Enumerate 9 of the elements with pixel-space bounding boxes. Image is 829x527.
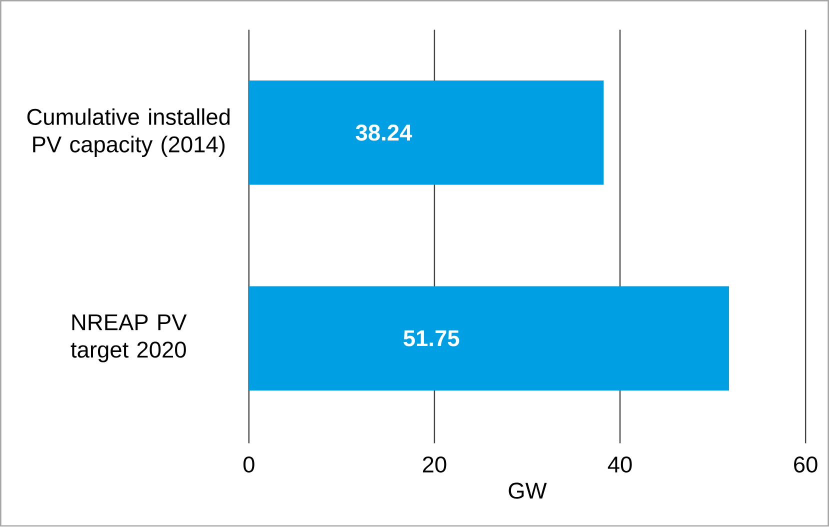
x-tick-label: 20 bbox=[422, 456, 446, 473]
x-tick-label: 40 bbox=[608, 456, 632, 473]
data-label: 51.75 bbox=[404, 330, 460, 347]
y-tick-label: Cumulative installed PV capacity (2014) bbox=[27, 108, 230, 158]
data-label: 38.24 bbox=[356, 124, 412, 141]
x-tick-label: 60 bbox=[794, 456, 818, 473]
x-tick-label: 0 bbox=[243, 456, 254, 473]
y-tick-label: NREAP PV target 2020 bbox=[70, 314, 187, 362]
x-axis-title: GW bbox=[508, 482, 547, 499]
